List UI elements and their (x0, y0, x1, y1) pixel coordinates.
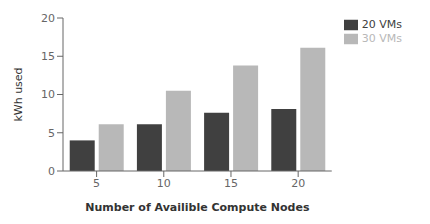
html-text:20 VMs: 20 VMs (361, 18, 402, 31)
svg-text:5: 5 (48, 127, 55, 140)
svg-text:20: 20 (291, 177, 305, 190)
svg-text:15: 15 (41, 50, 55, 63)
svg-text:10: 10 (157, 177, 171, 190)
svg-text:0: 0 (48, 165, 55, 178)
svg-text:10: 10 (41, 88, 55, 101)
html-text:30 VMs: 30 VMs (361, 32, 402, 45)
svg-text:20: 20 (41, 12, 55, 25)
svg-text:kWh used: kWh used (12, 67, 25, 121)
svg-text:5: 5 (93, 177, 100, 190)
svg-text:15: 15 (224, 177, 238, 190)
svg-text:Number of Availible Compute No: Number of Availible Compute Nodes (85, 201, 310, 214)
